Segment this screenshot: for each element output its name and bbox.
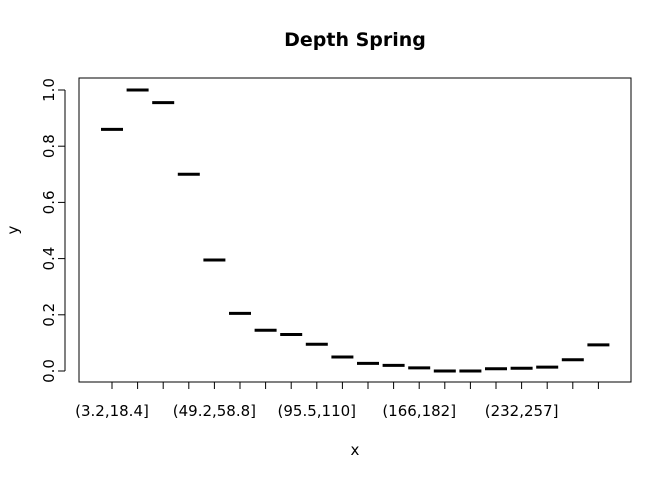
y-axis: 0.0 0.2 0.4 0.6 0.8 1.0 <box>40 78 66 383</box>
x-tick-label: (3.2,18.4] <box>75 402 149 420</box>
x-axis-label: x <box>351 441 360 459</box>
chart-title: Depth Spring <box>284 29 426 51</box>
x-tick-label: (95.5,110] <box>278 402 357 420</box>
y-tick-label: 0.2 <box>40 303 58 327</box>
x-tick-label: (232,257] <box>485 402 559 420</box>
plot-area-frame <box>78 77 632 383</box>
y-tick-label: 0.4 <box>40 247 58 271</box>
y-tick-label: 0.0 <box>40 359 58 383</box>
y-tick-label: 0.6 <box>40 190 58 214</box>
data-marks <box>101 88 610 373</box>
y-tick-label: 0.8 <box>40 134 58 158</box>
y-tick-label: 1.0 <box>40 78 58 102</box>
x-tick-label: (166,182] <box>382 402 456 420</box>
x-axis: (3.2,18.4] (49.2,58.8] (95.5,110] (166,182]… <box>75 381 599 420</box>
y-axis-label: y <box>4 225 22 234</box>
x-tick-label: (49.2,58.8] <box>173 402 256 420</box>
